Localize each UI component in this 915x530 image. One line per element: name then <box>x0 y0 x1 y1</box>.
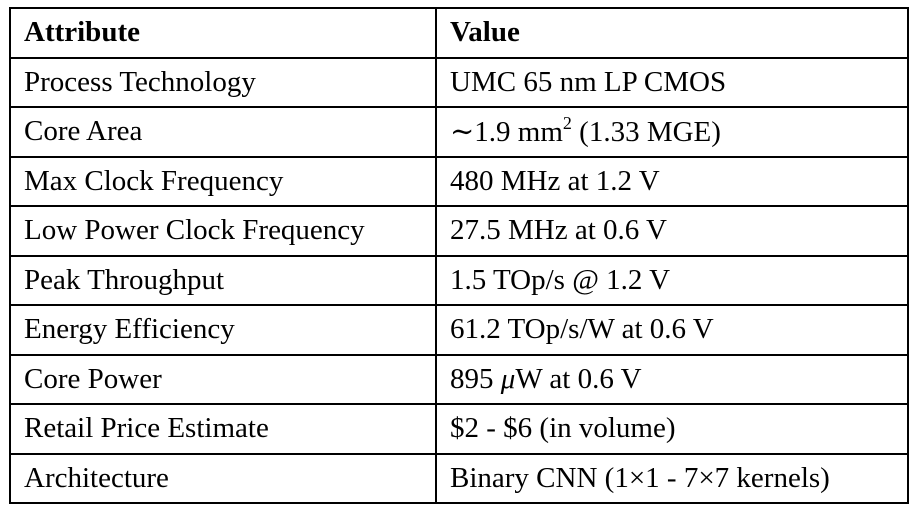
value-cell: 895 μW at 0.6 V <box>435 353 909 405</box>
table-row: Process Technology UMC 65 nm LP CMOS <box>9 56 909 108</box>
value-cell: 480 MHz at 1.2 V <box>435 155 909 207</box>
value-suffix: W at 0.6 V <box>515 362 642 395</box>
spec-table-container: Attribute Value Process Technology UMC 6… <box>9 7 909 504</box>
table-row: Core Area ∼1.9 mm2 (1.33 MGE) <box>9 106 909 158</box>
value-superscript: 2 <box>562 113 572 134</box>
value-cell: ∼1.9 mm2 (1.33 MGE) <box>435 106 909 158</box>
attribute-cell: Architecture <box>9 452 437 504</box>
value-suffix: (1.33 MGE) <box>571 116 721 149</box>
value-prefix: 895 <box>450 362 501 395</box>
attribute-cell: Low Power Clock Frequency <box>9 205 437 257</box>
value-prefix: ∼1.9 mm <box>450 116 563 149</box>
attribute-cell: Process Technology <box>9 56 437 108</box>
value-cell: 61.2 TOp/s/W at 0.6 V <box>435 304 909 356</box>
attribute-cell: Retail Price Estimate <box>9 403 437 455</box>
table-row: Retail Price Estimate $2 - $6 (in volume… <box>9 403 909 455</box>
table-row: Low Power Clock Frequency 27.5 MHz at 0.… <box>9 205 909 257</box>
attribute-cell: Energy Efficiency <box>9 304 437 356</box>
value-cell: $2 - $6 (in volume) <box>435 403 909 455</box>
value-cell: UMC 65 nm LP CMOS <box>435 56 909 108</box>
header-value: Value <box>435 7 909 59</box>
value-cell: 1.5 TOp/s @ 1.2 V <box>435 254 909 306</box>
attribute-cell: Core Power <box>9 353 437 405</box>
table-row: Architecture Binary CNN (1×1 - 7×7 kerne… <box>9 452 909 504</box>
value-cell: 27.5 MHz at 0.6 V <box>435 205 909 257</box>
spec-table: Attribute Value Process Technology UMC 6… <box>9 7 909 504</box>
table-row: Peak Throughput 1.5 TOp/s @ 1.2 V <box>9 254 909 306</box>
attribute-cell: Max Clock Frequency <box>9 155 437 207</box>
table-header-row: Attribute Value <box>9 7 909 59</box>
table-row: Core Power 895 μW at 0.6 V <box>9 353 909 405</box>
table-row: Max Clock Frequency 480 MHz at 1.2 V <box>9 155 909 207</box>
value-mu: μ <box>500 362 516 395</box>
value-cell: Binary CNN (1×1 - 7×7 kernels) <box>435 452 909 504</box>
attribute-cell: Core Area <box>9 106 437 158</box>
table-row: Energy Efficiency 61.2 TOp/s/W at 0.6 V <box>9 304 909 356</box>
header-attribute: Attribute <box>9 7 437 59</box>
attribute-cell: Peak Throughput <box>9 254 437 306</box>
